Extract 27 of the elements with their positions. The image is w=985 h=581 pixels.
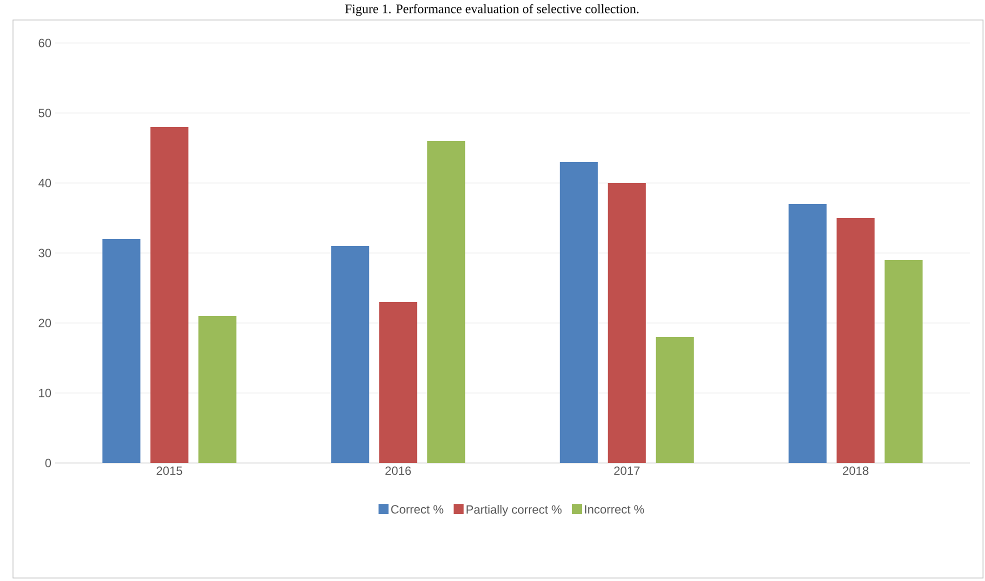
- bar: [427, 140, 466, 463]
- bar: [331, 246, 370, 463]
- bar: [560, 162, 598, 463]
- bar: [102, 238, 140, 463]
- y-tick-label: 50: [38, 108, 52, 118]
- legend-label: Partially correct %: [466, 504, 562, 516]
- bar: [379, 302, 418, 463]
- y-tick-label: 0: [45, 458, 52, 468]
- chart-title: Figure 1. Performance evaluation of selective collection.: [345, 4, 638, 16]
- bar: [608, 182, 646, 463]
- bar: [836, 218, 875, 463]
- y-tick-label: 20: [38, 318, 52, 328]
- y-tick-label: 10: [39, 388, 52, 398]
- y-tick-label: 30: [38, 248, 52, 258]
- x-tick-label: 2017: [614, 466, 640, 475]
- y-tick-label: 60: [38, 38, 52, 48]
- bar: [656, 336, 694, 463]
- legend-label: Incorrect %: [585, 505, 644, 514]
- x-tick-label: 2015: [156, 466, 182, 475]
- bar: [788, 204, 827, 463]
- bar: [198, 316, 236, 463]
- x-tick-label: 2018: [842, 466, 868, 475]
- bar: [884, 260, 923, 463]
- legend-label: Correct %: [391, 505, 444, 514]
- x-tick-label: 2016: [385, 466, 411, 475]
- bar: [150, 126, 188, 463]
- y-tick-label: 40: [38, 178, 52, 188]
